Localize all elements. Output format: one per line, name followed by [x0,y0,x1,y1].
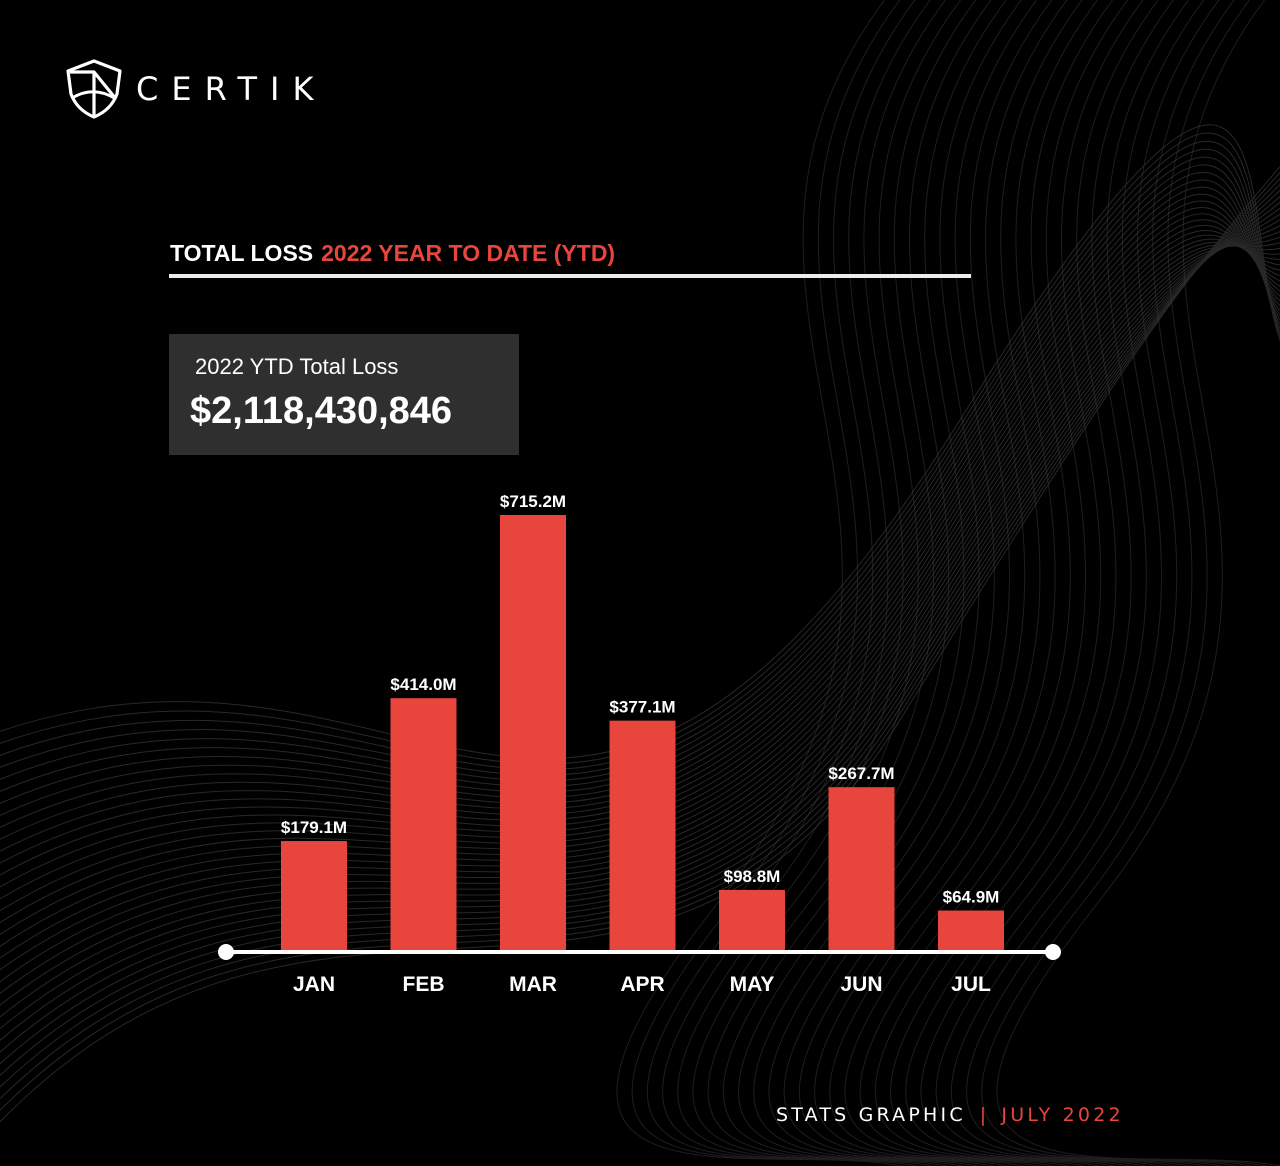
background-wave-line [0,224,1280,900]
data-label-mar: $715.2M [500,492,566,511]
bar-jun [828,787,895,950]
background-wave-line [0,241,1280,948]
background-wave-line [0,225,1280,1007]
x-axis-end-dot [1045,944,1061,960]
bar-apr [609,720,676,950]
x-tick-label-jan: JAN [293,973,335,996]
background-wave-line [0,230,1280,995]
brand-logo: CERTIK [64,58,326,120]
bar-mar [500,515,566,950]
background-wave-line [0,219,1280,888]
heading-ytd: 2022 YEAR TO DATE (YTD) [321,240,616,266]
data-label-apr: $377.1M [609,698,675,717]
bar-may [719,889,785,950]
heading-divider [169,274,971,278]
background-wave-line [0,156,1280,782]
bar-jul [938,910,1004,950]
background-wave-line [996,0,1280,1166]
data-label-jan: $179.1M [281,818,347,837]
background-wave-line [0,124,1280,759]
footer-stats-graphic: STATS GRAPHIC [776,1104,966,1126]
background-wave-line [0,207,1280,864]
x-tick-label-mar: MAR [509,973,557,996]
background-wave-line [0,229,1280,912]
x-tick-label-may: MAY [730,973,775,996]
bar-feb [390,698,457,950]
bar-jan [281,841,347,950]
background-wave-line [0,244,1280,959]
footer: STATS GRAPHIC | JULY 2022 [776,1104,1124,1126]
background-wave-line [0,132,1280,765]
background-wave-line [0,236,1280,983]
footer-date: JULY 2022 [1001,1104,1124,1126]
brand-name: CERTIK [136,70,327,108]
footer-separator: | [979,1104,990,1126]
data-label-jun: $267.7M [828,764,894,783]
ytd-total-panel: 2022 YTD Total Loss $2,118,430,846 [169,334,519,455]
data-label-jul: $64.9M [943,888,1000,907]
background-wave-line [0,172,1280,805]
ytd-total-value: $2,118,430,846 [190,390,453,432]
background-wave-line [0,234,1280,924]
background-wave-line [0,164,1280,793]
ytd-total-label: 2022 YTD Total Loss [195,354,399,379]
background-wave-line [0,179,1280,817]
data-label-may: $98.8M [724,867,781,886]
background-wave-line [0,193,1280,840]
background-wave-line [0,186,1280,829]
data-label-feb: $414.0M [390,675,456,694]
x-tick-label-feb: FEB [403,973,445,996]
background-wave-line [0,140,1280,771]
background-wave-line [0,213,1280,876]
chart-heading: TOTAL LOSS 2022 YEAR TO DATE (YTD) [170,240,615,267]
background-wave-line [0,238,1280,936]
x-axis-start-dot [218,944,234,960]
background-wave-line [0,200,1280,852]
x-tick-label-jun: JUN [840,973,882,996]
certik-shield-icon [66,59,122,119]
x-tick-label-apr: APR [620,973,664,996]
background-wave-line [0,242,1280,971]
heading-total-loss: TOTAL LOSS [170,240,314,266]
x-tick-label-jul: JUL [951,973,991,996]
